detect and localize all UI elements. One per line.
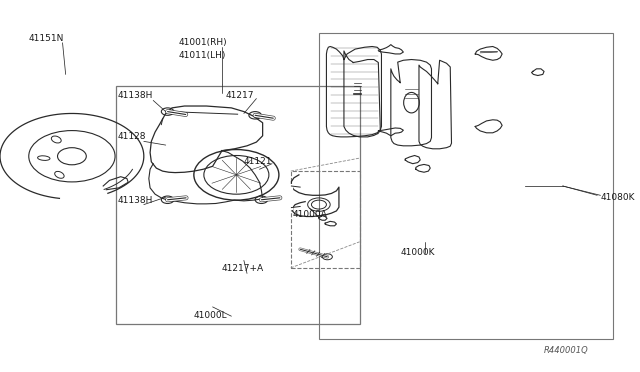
- Text: R440001Q: R440001Q: [544, 346, 589, 355]
- Text: 41000K: 41000K: [400, 248, 435, 257]
- Bar: [319, 33, 613, 339]
- Text: 41011(LH): 41011(LH): [178, 51, 225, 60]
- Text: 41001(RH): 41001(RH): [178, 38, 227, 46]
- Text: 41128: 41128: [118, 132, 146, 141]
- Bar: [116, 86, 360, 324]
- Text: 41151N: 41151N: [28, 34, 63, 43]
- Text: 41217: 41217: [225, 92, 253, 100]
- Text: 41138H: 41138H: [118, 196, 153, 205]
- Text: 41138H: 41138H: [118, 92, 153, 100]
- Text: 41080K: 41080K: [600, 193, 635, 202]
- Text: 41217+A: 41217+A: [222, 264, 264, 273]
- Text: 41000L: 41000L: [194, 311, 227, 320]
- Text: 41000A: 41000A: [292, 211, 328, 219]
- Bar: [291, 171, 360, 268]
- Text: 41121: 41121: [244, 157, 273, 166]
